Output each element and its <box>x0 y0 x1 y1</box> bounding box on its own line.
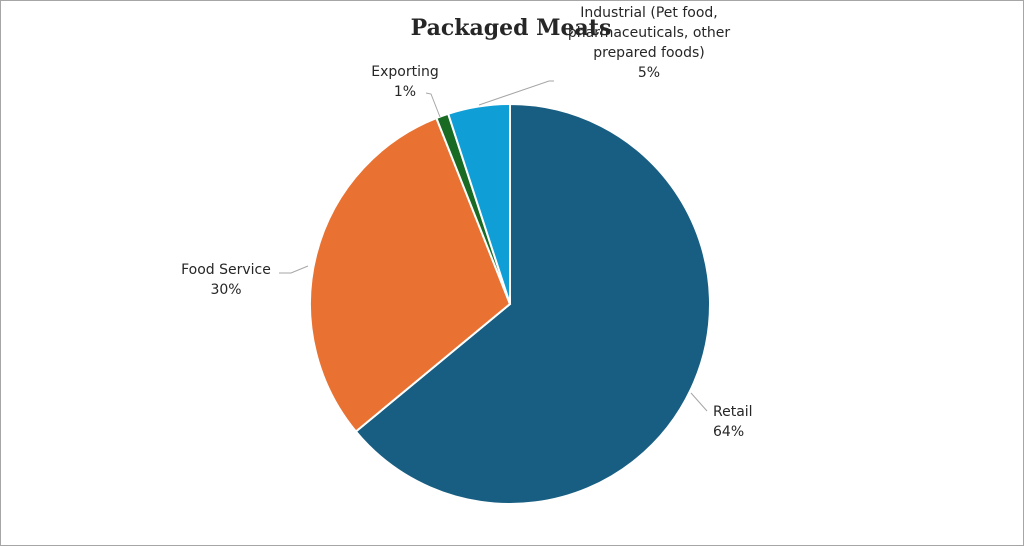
data-label: Food Service 30% <box>181 262 271 298</box>
data-label: Retail 64% <box>713 404 753 440</box>
data-label-value: 5% <box>638 65 660 81</box>
data-label-value: 1% <box>394 84 416 100</box>
leader-line <box>279 265 309 274</box>
data-label-text: Industrial (Pet food, <box>580 5 717 21</box>
pie-slice-food-service <box>309 116 512 433</box>
data-label-text: Food Service <box>181 262 271 278</box>
data-label-text: pharmaceuticals, other <box>568 25 731 41</box>
data-label-value: 30% <box>210 282 241 298</box>
leader-line <box>690 392 708 412</box>
data-label: Industrial (Pet food, pharmaceuticals, ot… <box>568 5 731 81</box>
leader-line <box>425 92 441 118</box>
data-label-value: 64% <box>713 424 744 440</box>
data-label: Exporting 1% <box>371 64 438 100</box>
data-label-text: prepared foods) <box>593 45 705 61</box>
data-label-text: Retail <box>713 404 753 420</box>
leader-line <box>478 80 554 106</box>
pie-slice-industrial-pet-food <box>446 102 511 305</box>
pie-slice-retail <box>354 102 711 505</box>
chart-title: Packaged Meats <box>411 15 612 41</box>
data-label-text: Exporting <box>371 64 438 80</box>
